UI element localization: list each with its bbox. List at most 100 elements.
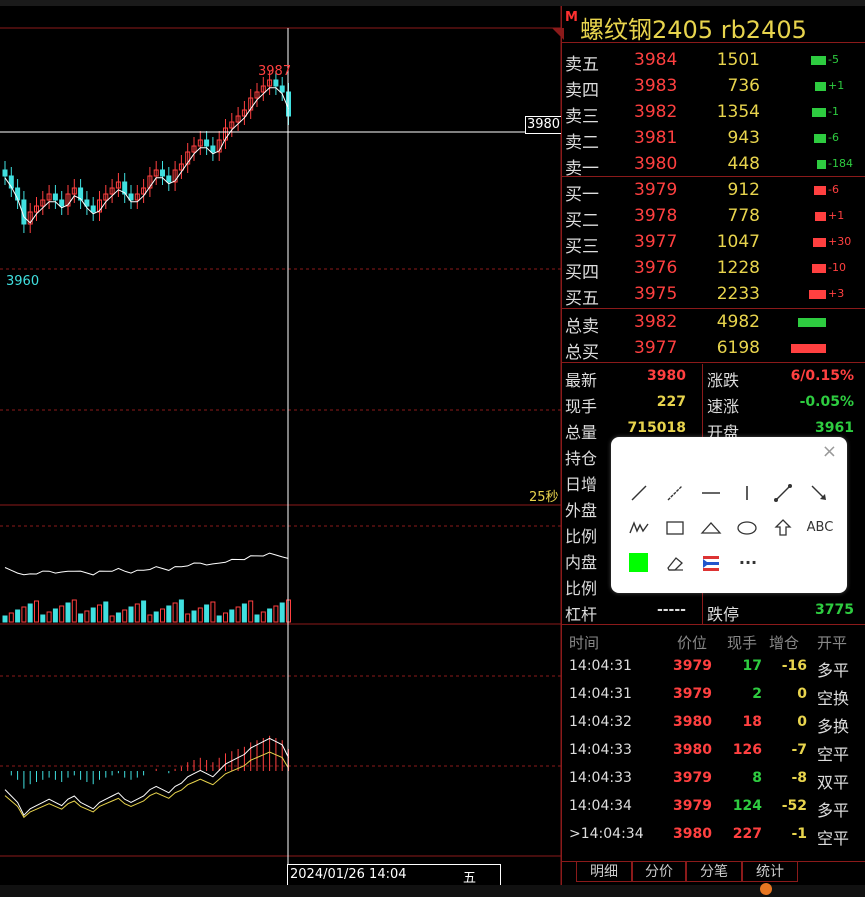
close-icon[interactable]: ×: [821, 441, 837, 462]
tab-price-distribution[interactable]: 分价: [632, 861, 686, 882]
ask-row[interactable]: 卖一 3980 448 -184: [562, 152, 865, 179]
volume-bar: [815, 82, 826, 91]
color-swatch[interactable]: [629, 553, 648, 572]
candle-body: [210, 145, 216, 153]
level-change: -6: [828, 131, 839, 144]
tab-tick-by-tick[interactable]: 分笔: [686, 861, 742, 882]
stat-value: -0.05%: [799, 394, 854, 410]
volume-bar: [241, 603, 247, 623]
ask-row[interactable]: 卖三 3982 1354 -1: [562, 100, 865, 127]
candle-body: [160, 169, 165, 177]
arrow-line-icon[interactable]: [807, 481, 831, 505]
tick-oi-change: 0: [797, 714, 807, 730]
tab-detail[interactable]: 明细: [576, 861, 632, 882]
text-tool-button[interactable]: ABC: [806, 520, 834, 535]
level-volume: 1047: [716, 232, 760, 252]
kline-chart[interactable]: 3987 3960 3980 25秒 2024/01/26 14:04 五: [0, 6, 562, 886]
candle-body: [172, 169, 178, 183]
stat-label: 杠杆: [565, 605, 598, 624]
ask-row[interactable]: 卖二 3981 943 -6: [562, 126, 865, 153]
level-change: +1: [828, 79, 845, 92]
bid-row[interactable]: 买四 3976 1228 -10: [562, 256, 865, 283]
stat-label: 外盘: [565, 501, 598, 520]
macd-dea-line: [4, 751, 289, 819]
level-change: +3: [828, 287, 845, 300]
tick-row[interactable]: 14:04:33 3979 8 -8 双平: [562, 766, 865, 794]
col-time: 时间: [569, 634, 600, 652]
top-bar: [0, 0, 865, 6]
tick-row[interactable]: >14:04:34 3980 227 -1 空平: [562, 822, 865, 850]
point-line-icon[interactable]: [771, 481, 795, 505]
volume-bar: [84, 610, 90, 623]
rectangle-icon[interactable]: [663, 516, 687, 540]
horizontal-line-icon[interactable]: [699, 481, 723, 505]
level-volume: 448: [727, 154, 760, 174]
stat-value: 3961: [815, 420, 854, 436]
vertical-line-icon[interactable]: [735, 481, 759, 505]
candle-body: [153, 169, 159, 177]
tick-row[interactable]: 14:04:32 3980 18 0 多换: [562, 710, 865, 738]
tick-oi-change: 0: [797, 686, 807, 702]
level-label: 买五: [565, 289, 599, 309]
tick-row[interactable]: 14:04:31 3979 2 0 空换: [562, 682, 865, 710]
total-volume: 4982: [716, 312, 760, 332]
level-label: 买三: [565, 237, 599, 257]
candle-body: [235, 115, 241, 123]
candle-body: [267, 79, 273, 87]
zigzag-icon[interactable]: [627, 516, 651, 540]
chart-canvas[interactable]: [0, 6, 562, 886]
candle-body: [248, 97, 254, 111]
crosshair-weekday: 五: [463, 871, 477, 886]
tick-volume: 227: [732, 826, 762, 842]
candle-body: [273, 79, 279, 87]
stat-value: 227: [656, 394, 686, 410]
level-label: 卖三: [565, 107, 599, 127]
ask-row[interactable]: 卖四 3983 736 +1: [562, 74, 865, 101]
stat-label: 日增: [565, 475, 598, 494]
tick-price: 3980: [673, 742, 712, 758]
level-change: -5: [828, 53, 839, 66]
layer-settings-icon[interactable]: [699, 551, 723, 575]
tick-row[interactable]: 14:04:33 3980 126 -7 空平: [562, 738, 865, 766]
low-price-label: 3960: [6, 274, 40, 289]
tab-statistics[interactable]: 统计: [742, 861, 798, 882]
candle-body: [46, 193, 52, 201]
eraser-icon[interactable]: [663, 551, 687, 575]
bid-row[interactable]: 买二 3978 778 +1: [562, 204, 865, 231]
more-tools-button[interactable]: ···: [738, 553, 758, 572]
line-segment-icon[interactable]: [627, 481, 651, 505]
ray-line-icon[interactable]: [663, 481, 687, 505]
tick-row[interactable]: 14:04:31 3979 17 -16 多平: [562, 654, 865, 682]
bid-row[interactable]: 买一 3979 912 -6: [562, 178, 865, 205]
ask-row[interactable]: 卖五 3984 1501 -5: [562, 48, 865, 75]
volume-bar: [122, 609, 128, 623]
tick-oi-change: -7: [791, 742, 807, 758]
stat-value: -----: [656, 602, 686, 618]
up-arrow-icon[interactable]: [771, 516, 795, 540]
tick-time: 14:04:34: [569, 798, 632, 814]
volume-bar: [172, 602, 178, 623]
candle-body: [254, 91, 260, 99]
level-change: +30: [828, 235, 852, 248]
volume-bar: [811, 56, 826, 65]
stat-label: 比例: [565, 527, 598, 546]
level-change: -1: [828, 105, 839, 118]
tick-volume: 17: [742, 658, 762, 674]
tick-type: 双平: [817, 773, 850, 792]
ellipse-icon[interactable]: [735, 516, 759, 540]
bid-row[interactable]: 买三 3977 1047 +30: [562, 230, 865, 257]
stat-row: 内盘: [562, 546, 865, 572]
tick-row[interactable]: 14:04:34 3979 124 -52 多平: [562, 794, 865, 822]
tick-volume: 8: [752, 770, 762, 786]
level-volume: 736: [727, 76, 760, 96]
volume-bar: [210, 601, 216, 623]
tick-volume: 18: [742, 714, 762, 730]
bid-row[interactable]: 买五 3975 2233 +3: [562, 282, 865, 309]
candle-body: [191, 145, 197, 153]
level-volume: 1228: [716, 258, 760, 278]
stat-label: 比例: [565, 579, 598, 598]
level-price: 3977: [634, 232, 678, 252]
tick-type: 多平: [817, 661, 850, 680]
triangle-icon[interactable]: [699, 516, 723, 540]
stat-row: 比例: [562, 520, 865, 546]
